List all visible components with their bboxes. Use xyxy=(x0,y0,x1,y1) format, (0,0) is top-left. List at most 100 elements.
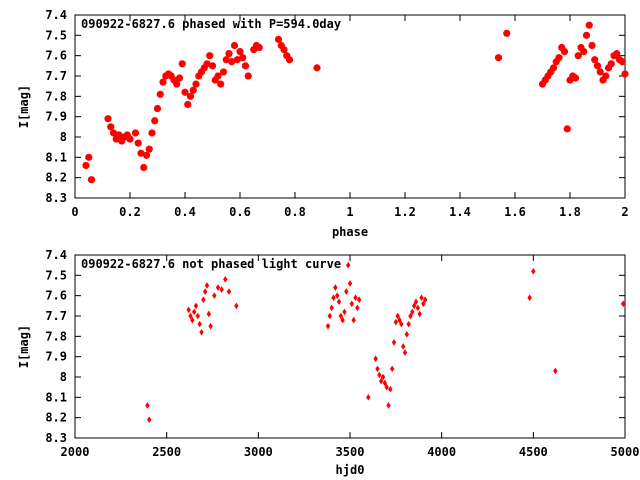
data-point xyxy=(336,298,342,306)
data-point xyxy=(137,149,145,157)
data-point xyxy=(620,300,626,308)
data-point xyxy=(195,312,201,320)
data-point xyxy=(621,70,629,78)
data-point xyxy=(225,50,233,58)
data-point xyxy=(366,394,371,401)
data-point xyxy=(186,306,191,314)
data-point xyxy=(148,129,156,137)
data-point xyxy=(107,123,115,131)
data-point xyxy=(618,58,626,66)
data-point xyxy=(193,302,199,310)
data-point xyxy=(388,385,393,393)
data-point xyxy=(373,355,378,362)
data-point xyxy=(222,56,230,64)
data-point xyxy=(153,104,162,113)
data-point xyxy=(384,383,389,391)
data-point xyxy=(345,261,351,269)
x-tick-label: 1.8 xyxy=(559,205,581,219)
data-point xyxy=(142,151,151,159)
data-point xyxy=(402,349,408,356)
y-tick-label: 7.7 xyxy=(45,309,67,323)
y-tick-label: 7.4 xyxy=(45,8,67,22)
data-point xyxy=(126,135,134,143)
data-point xyxy=(226,288,232,295)
data-point xyxy=(553,367,558,375)
y-tick-label: 7.6 xyxy=(45,49,67,63)
y-tick-label: 7.6 xyxy=(45,289,67,303)
data-point xyxy=(197,320,202,328)
data-point xyxy=(607,60,615,68)
y-tick-label: 7.9 xyxy=(45,350,67,364)
y-tick-label: 7.5 xyxy=(45,28,67,42)
y-tick-label: 8.2 xyxy=(45,171,67,185)
data-point xyxy=(208,62,217,70)
data-point xyxy=(104,115,112,123)
data-point xyxy=(202,288,208,295)
y-tick-label: 8 xyxy=(60,130,67,144)
y-tick-label: 7.9 xyxy=(45,110,67,124)
data-point xyxy=(419,294,424,301)
data-point xyxy=(109,129,118,137)
data-point xyxy=(399,320,404,328)
data-point xyxy=(244,72,252,80)
data-point xyxy=(204,282,210,289)
data-point xyxy=(560,48,569,56)
data-point xyxy=(596,68,604,76)
data-point xyxy=(175,74,184,82)
x-tick-label: 4500 xyxy=(519,445,548,459)
y-tick-label: 7.8 xyxy=(45,329,67,343)
data-point xyxy=(549,64,558,72)
data-point xyxy=(395,312,400,320)
data-point xyxy=(591,56,599,64)
data-point xyxy=(494,54,503,62)
data-point xyxy=(588,41,596,50)
data-point xyxy=(580,48,588,56)
data-point xyxy=(353,294,358,301)
data-point xyxy=(571,74,580,82)
data-point xyxy=(219,286,224,293)
data-point xyxy=(356,296,362,304)
data-point xyxy=(215,284,221,291)
data-point xyxy=(145,145,153,153)
data-point xyxy=(325,322,331,330)
data-point xyxy=(375,365,380,373)
data-point xyxy=(192,80,200,88)
x-tick-label: 5000 xyxy=(611,445,640,459)
data-point xyxy=(382,379,388,387)
data-point xyxy=(280,45,288,54)
data-point xyxy=(186,92,195,100)
data-point xyxy=(145,402,150,409)
data-point xyxy=(408,312,413,320)
data-point xyxy=(228,58,236,66)
data-point xyxy=(190,316,195,324)
data-point xyxy=(574,52,582,60)
data-point xyxy=(173,80,181,88)
phased-data-points xyxy=(82,21,629,184)
data-point xyxy=(421,300,426,308)
x-tick-label: 1.2 xyxy=(394,205,416,219)
data-point xyxy=(334,292,340,299)
data-point xyxy=(344,288,349,295)
data-point xyxy=(85,153,93,161)
phased-axis-ticks: 0 0.2 0.4 0.6 0.8 1 1.2 1.4 1.6 1.8 2 7.4 7.5 7.6 7.7 7… xyxy=(45,8,628,219)
data-point xyxy=(199,328,204,336)
y-tick-label: 8.2 xyxy=(45,411,67,425)
x-tick-label: 3500 xyxy=(336,445,365,459)
unphased-y-axis-label: I[mag] xyxy=(17,325,31,368)
data-point xyxy=(214,72,222,80)
data-point xyxy=(563,125,571,133)
data-point xyxy=(230,41,239,50)
data-point xyxy=(181,88,189,96)
data-point xyxy=(355,304,360,312)
y-tick-label: 8.1 xyxy=(45,390,67,404)
unphased-data-points xyxy=(145,261,626,423)
data-point xyxy=(201,296,206,304)
data-point xyxy=(585,21,593,29)
data-point xyxy=(206,52,214,60)
data-point xyxy=(151,117,159,125)
data-point xyxy=(380,373,386,381)
data-point xyxy=(527,294,532,301)
data-point xyxy=(255,43,263,52)
x-tick-label: 0.6 xyxy=(229,205,251,219)
data-point xyxy=(131,129,140,137)
